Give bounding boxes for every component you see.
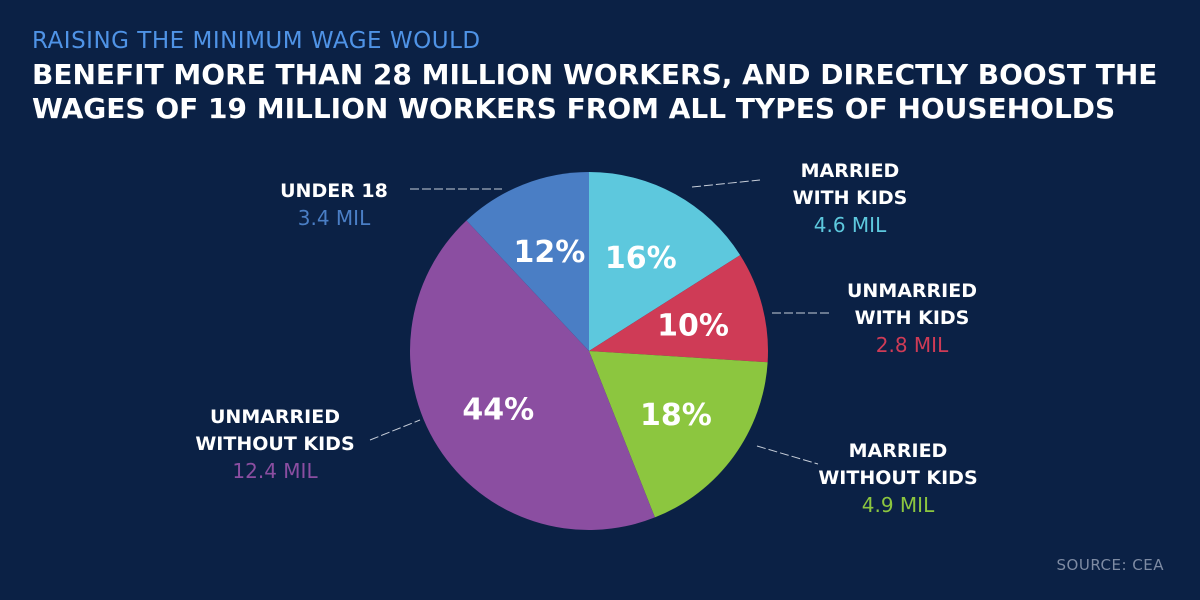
callout-name-line: WITH KIDS (854, 307, 970, 329)
callout-name-line: MARRIED (848, 440, 948, 462)
callout-name-line: WITH KIDS (792, 187, 908, 209)
headline: BENEFIT MORE THAN 28 MILLION WORKERS, AN… (32, 58, 1182, 126)
callout-name-line: WITHOUT KIDS (818, 467, 978, 489)
callout-under-18: UNDER 18 3.4 MIL (234, 178, 434, 232)
slice-percent-label-married-without-kids: 18% (640, 398, 712, 433)
callout-value: 12.4 MIL (232, 459, 318, 483)
callout-value: 4.9 MIL (861, 493, 935, 517)
pie-slice-under-18 (466, 172, 589, 351)
source-note: SOURCE: CEA (1056, 556, 1164, 574)
pie-slice-unmarried-without-kids (409, 220, 655, 530)
leader-married-without-kids (756, 445, 819, 465)
pie-slice-married-with-kids (589, 172, 741, 351)
callout-married-with-kids: MARRIED WITH KIDS 4.6 MIL (750, 158, 950, 239)
kicker-title: RAISING THE MINIMUM WAGE WOULD (32, 28, 481, 54)
leader-married-with-kids (691, 179, 761, 188)
pie-slice-unmarried-with-kids (589, 255, 769, 363)
callout-value: 2.8 MIL (875, 333, 949, 357)
pie-slice-married-without-kids (589, 351, 768, 518)
callout-name-line: WITHOUT KIDS (195, 433, 355, 455)
callout-unmarried-with-kids: UNMARRIED WITH KIDS 2.8 MIL (812, 278, 1012, 359)
callout-name-line: UNDER 18 (280, 180, 388, 202)
leader-unmarried-without-kids (369, 419, 421, 441)
callout-value: 3.4 MIL (297, 206, 371, 230)
callout-unmarried-without-kids: UNMARRIED WITHOUT KIDS 12.4 MIL (175, 404, 375, 485)
callout-value: 4.6 MIL (813, 213, 887, 237)
slice-percent-label-married-with-kids: 16% (605, 241, 677, 276)
callout-name-line: MARRIED (800, 160, 900, 182)
callout-married-without-kids: MARRIED WITHOUT KIDS 4.9 MIL (798, 438, 998, 519)
callout-name-line: UNMARRIED (846, 280, 978, 302)
slice-percent-label-under-18: 12% (514, 235, 586, 270)
headline-line-2: WAGES OF 19 MILLION WORKERS FROM ALL TYP… (32, 92, 1116, 125)
slice-percent-label-unmarried-without-kids: 44% (462, 393, 534, 428)
callout-name-line: UNMARRIED (209, 406, 341, 428)
slice-percent-label-unmarried-with-kids: 10% (657, 308, 729, 343)
headline-line-1: BENEFIT MORE THAN 28 MILLION WORKERS, AN… (32, 58, 1158, 91)
